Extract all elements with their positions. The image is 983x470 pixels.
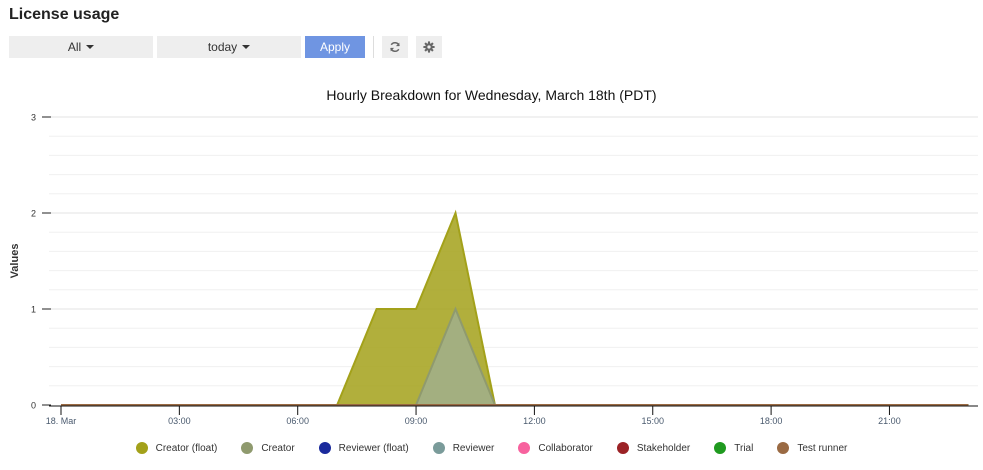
legend-color-dot-icon <box>714 442 727 454</box>
legend-item[interactable]: Creator <box>241 442 295 454</box>
legend-item[interactable]: Test runner <box>777 442 847 454</box>
series-line[interactable] <box>61 306 969 406</box>
legend-label: Reviewer <box>452 442 495 454</box>
legend-item[interactable]: Reviewer (float) <box>318 442 409 454</box>
x-tick-label: 18:00 <box>760 416 783 426</box>
x-tick-label: 09:00 <box>405 416 428 426</box>
legend-item[interactable]: Stakeholder <box>616 442 691 454</box>
chart-title: Hourly Breakdown for Wednesday, March 18… <box>326 87 657 103</box>
caret-down-icon <box>242 45 251 49</box>
refresh-button[interactable] <box>382 36 408 58</box>
caret-down-icon <box>86 45 95 49</box>
x-tick-label: 21:00 <box>878 416 901 426</box>
legend-color-dot-icon <box>135 442 148 454</box>
legend-label: Collaborator <box>538 442 593 454</box>
legend-color-dot-icon <box>318 442 331 454</box>
legend-label: Trial <box>734 442 754 454</box>
gear-icon <box>423 41 435 53</box>
settings-button[interactable] <box>416 36 442 58</box>
legend-color-dot-icon <box>777 442 790 454</box>
legend-label: Test runner <box>797 442 848 454</box>
legend-color-dot-icon <box>518 442 531 454</box>
y-tick-label: 3 <box>31 113 36 123</box>
toolbar-divider <box>373 36 374 58</box>
x-tick-label: 06:00 <box>286 416 309 426</box>
page-title: License usage <box>9 6 120 23</box>
refresh-icon <box>390 42 400 52</box>
y-axis-label: Values <box>9 244 21 279</box>
series-area <box>61 309 969 405</box>
x-tick-label: 15:00 <box>641 416 664 426</box>
chart-legend: Creator (float) Creator Reviewer (float) Re… <box>0 442 983 454</box>
x-tick-label: 12:00 <box>523 416 546 426</box>
area-chart: 0 1 2 3 Values 18. Mar 03:00 06:00 09:00 12:00 15:… <box>9 113 978 426</box>
legend-item[interactable]: Reviewer <box>432 442 495 454</box>
apply-button[interactable]: Apply <box>305 36 365 58</box>
legend-color-dot-icon <box>241 442 254 454</box>
toolbar: All today Apply <box>9 36 442 58</box>
legend-item[interactable]: Trial <box>714 442 753 454</box>
legend-color-dot-icon <box>432 442 445 454</box>
y-tick-label: 1 <box>31 305 36 315</box>
scope-dropdown-value: All <box>67 40 82 54</box>
x-tick-label: 18. Mar <box>46 416 77 426</box>
y-tick-label: 2 <box>31 209 36 219</box>
x-tick-label: 03:00 <box>168 416 191 426</box>
legend-label: Stakeholder <box>636 442 691 454</box>
legend-item[interactable]: Collaborator <box>518 442 593 454</box>
y-tick-label: 0 <box>31 401 36 411</box>
legend-label: Reviewer (float) <box>338 442 409 454</box>
legend-label: Creator (float) <box>155 442 218 454</box>
legend-color-dot-icon <box>616 442 629 454</box>
date-range-dropdown-value: today <box>207 40 238 54</box>
scope-dropdown[interactable]: All <box>9 36 153 58</box>
legend-label: Creator <box>261 442 295 454</box>
date-range-dropdown[interactable]: today <box>157 36 301 58</box>
legend-item[interactable]: Creator (float) <box>135 442 218 454</box>
